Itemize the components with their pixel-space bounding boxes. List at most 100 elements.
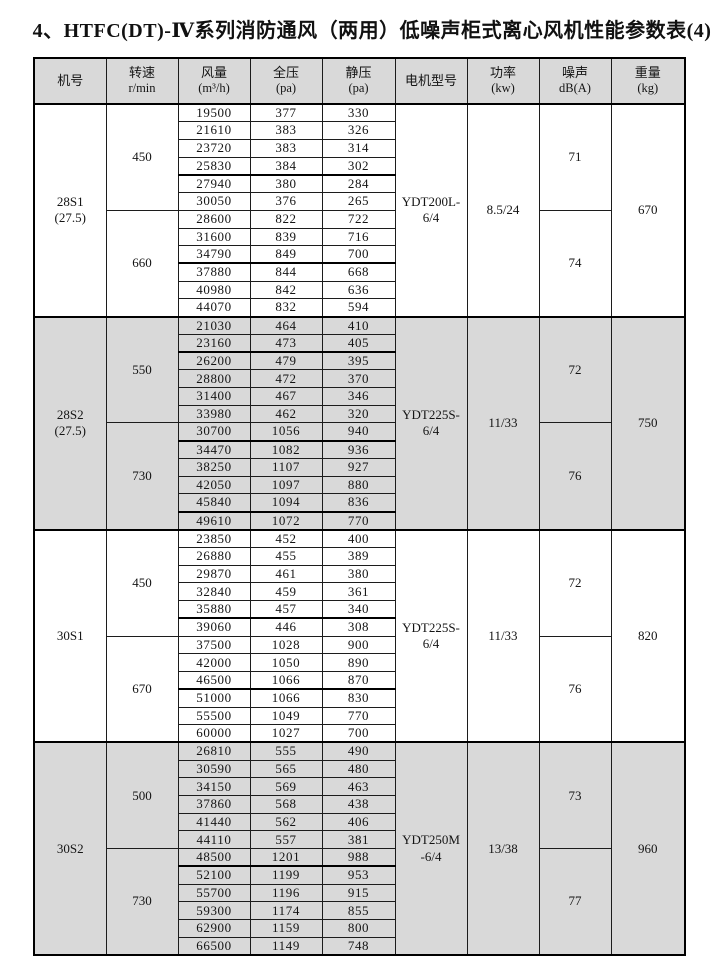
flow-value: 48500 <box>177 848 251 868</box>
table-row: 34150 569 463 <box>34 777 685 797</box>
static-pressure-value: 370 <box>321 369 396 389</box>
table-row: 730 48500 1201 988 77 <box>34 848 685 956</box>
table-row: 37860 568 438 <box>34 795 685 814</box>
table-row: 59300 1174 855 <box>34 901 685 920</box>
power-cell: 8.5/24 <box>466 103 540 318</box>
static-pressure-value: 722 <box>321 209 396 229</box>
col-header-flow: 风量 (m³/h) <box>177 57 251 105</box>
flow-value: 26880 <box>177 547 251 566</box>
table-row: 45840 1094 836 <box>34 493 685 513</box>
total-pressure-value: 462 <box>249 404 323 424</box>
static-pressure-value: 326 <box>321 121 396 140</box>
flow-value: 39060 <box>177 617 251 637</box>
flow-value: 32840 <box>177 582 251 602</box>
flow-value: 34790 <box>177 245 251 265</box>
motor-model-cell: YDT250M -6/4 <box>394 741 468 956</box>
static-pressure-value: 405 <box>321 333 396 354</box>
noise-cell: 73 <box>538 741 612 850</box>
total-pressure-value: 1097 <box>249 475 323 495</box>
total-pressure-value: 1072 <box>249 511 323 531</box>
static-pressure-value: 346 <box>321 387 396 406</box>
static-pressure-value: 438 <box>321 795 396 814</box>
flow-value: 31400 <box>177 387 251 406</box>
flow-value: 55700 <box>177 883 251 903</box>
total-pressure-value: 832 <box>249 298 323 318</box>
static-pressure-value: 410 <box>321 315 396 335</box>
noise-cell: 72 <box>538 528 612 637</box>
static-pressure-value: 836 <box>321 493 396 513</box>
static-pressure-value: 936 <box>321 440 396 459</box>
table-row: 32840 459 361 <box>34 582 685 602</box>
table-row: 33980 462 320 <box>34 404 685 424</box>
table-row: 60000 1027 700 <box>34 724 685 743</box>
flow-value: 25830 <box>177 156 251 176</box>
model-cell: 28S2 (27.5) <box>33 315 107 531</box>
flow-value: 27940 <box>177 174 251 194</box>
static-pressure-value: 490 <box>321 741 396 761</box>
table-row: 23160 473 405 <box>34 333 685 354</box>
static-pressure-value: 668 <box>321 262 396 282</box>
total-pressure-value: 1107 <box>249 457 323 477</box>
table-header: 机号 转速 r/min 风量 (m³/h) 全压 (pa) 静压 (pa) 电机型号 功… <box>33 57 686 105</box>
static-pressure-value: 915 <box>321 883 396 903</box>
total-pressure-value: 376 <box>249 192 323 211</box>
total-pressure-value: 461 <box>249 564 323 584</box>
static-pressure-value: 700 <box>321 245 396 265</box>
flow-value: 37880 <box>177 262 251 282</box>
total-pressure-value: 1149 <box>249 936 323 956</box>
table-row: 730 30700 1056 940 76 <box>34 422 685 531</box>
table-row: 40980 842 636 <box>34 280 685 300</box>
flow-value: 23850 <box>177 528 251 549</box>
static-pressure-value: 594 <box>321 298 396 318</box>
speed-cell: 730 <box>105 422 179 531</box>
col-header-weight: 重量 (kg) <box>610 57 686 105</box>
static-pressure-value: 770 <box>321 511 396 531</box>
col-header-speed: 转速 r/min <box>105 57 179 105</box>
flow-value: 40980 <box>177 280 251 300</box>
static-pressure-value: 400 <box>321 528 396 549</box>
table-row: 28800 472 370 <box>34 369 685 389</box>
static-pressure-value: 748 <box>321 936 396 956</box>
static-pressure-value: 265 <box>321 192 396 211</box>
total-pressure-value: 569 <box>249 777 323 797</box>
speed-cell: 450 <box>105 528 179 637</box>
total-pressure-value: 1082 <box>249 440 323 459</box>
static-pressure-value: 890 <box>321 653 396 672</box>
total-pressure-value: 446 <box>249 617 323 637</box>
total-pressure-value: 842 <box>249 280 323 300</box>
flow-value: 60000 <box>177 724 251 743</box>
flow-value: 49610 <box>177 511 251 531</box>
col-header-power: 功率 (kw) <box>466 57 540 105</box>
speed-cell: 660 <box>105 209 179 318</box>
flow-value: 59300 <box>177 901 251 920</box>
flow-value: 38250 <box>177 457 251 477</box>
total-pressure-value: 1049 <box>249 706 323 726</box>
total-pressure-value: 839 <box>249 227 323 247</box>
flow-value: 30700 <box>177 422 251 442</box>
flow-value: 28600 <box>177 209 251 229</box>
table-row: 670 37500 1028 900 76 <box>34 635 685 743</box>
table-row: 49610 1072 770 <box>34 511 685 531</box>
flow-value: 44070 <box>177 298 251 318</box>
total-pressure-value: 1027 <box>249 724 323 743</box>
static-pressure-value: 320 <box>321 404 396 424</box>
table-row: 28S1 (27.5) 450 19500 377 330 YDT200L- 6/4 8.5/2… <box>33 102 686 318</box>
table-row: 39060 446 308 <box>34 617 685 637</box>
flow-value: 28800 <box>177 369 251 389</box>
static-pressure-value: 927 <box>321 457 396 477</box>
static-pressure-value: 361 <box>321 582 396 602</box>
motor-model-cell: YDT200L- 6/4 <box>394 103 468 318</box>
table-row: 30S2 500 26810 555 490 YDT250M -6/4 13/38 73 960 <box>33 741 686 956</box>
table-row: 52100 1199 953 <box>34 865 685 885</box>
motor-model-cell: YDT225S- 6/4 <box>394 528 468 743</box>
table-row: 23720 383 314 <box>34 138 685 158</box>
model-cell: 30S1 <box>33 528 107 743</box>
flow-value: 19500 <box>177 103 251 123</box>
table-row: 62900 1159 800 <box>34 919 685 938</box>
speed-cell: 730 <box>105 848 179 956</box>
total-pressure-value: 467 <box>249 387 323 406</box>
static-pressure-value: 770 <box>321 706 396 726</box>
flow-value: 45840 <box>177 493 251 513</box>
total-pressure-value: 557 <box>249 830 323 850</box>
col-header-total-pressure: 全压 (pa) <box>249 57 323 105</box>
